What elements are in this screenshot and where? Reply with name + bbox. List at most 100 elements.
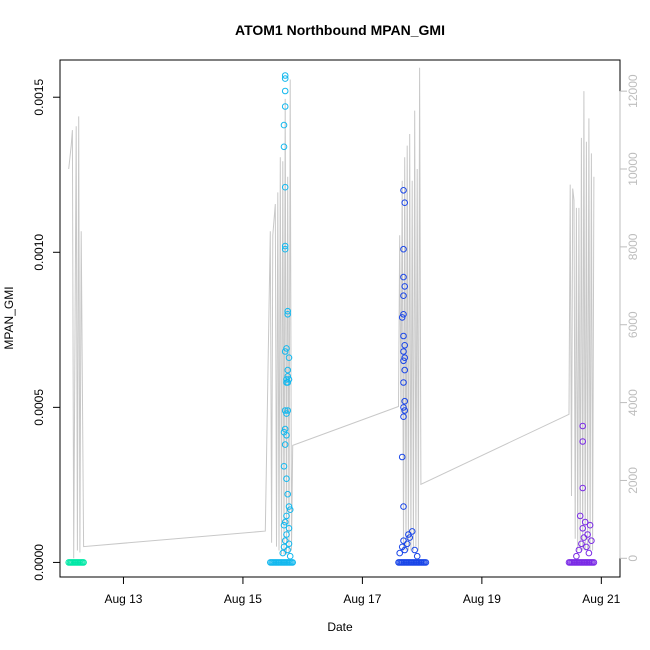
data-point: [281, 75, 289, 82]
data-point: [584, 531, 591, 538]
data-point: [285, 525, 293, 532]
data-point: [401, 354, 409, 362]
data-point: [406, 534, 414, 541]
data-point: [400, 404, 407, 411]
data-point: [403, 540, 411, 548]
data-point: [400, 273, 407, 281]
y2-tick-label: 6000: [626, 311, 640, 338]
data-point: [588, 537, 595, 545]
data-point: [400, 311, 407, 318]
y-tick-label: 0.0015: [32, 79, 46, 116]
data-point: [400, 332, 407, 340]
data-point: [401, 397, 409, 405]
data-point: [283, 475, 290, 483]
data-point: [422, 559, 430, 566]
data-point: [401, 283, 409, 290]
data-point: [281, 72, 289, 79]
data-point: [281, 425, 289, 433]
data-point: [281, 441, 289, 448]
data-point: [281, 348, 289, 355]
data-point: [400, 292, 407, 300]
data-point: [408, 528, 416, 535]
line-series-layer: [68, 67, 595, 559]
data-point: [80, 559, 87, 566]
data-point: [283, 531, 290, 538]
data-point: [280, 143, 288, 151]
y-tick-label: 0.0000: [32, 544, 46, 581]
data-point: [400, 187, 407, 194]
data-point: [281, 103, 289, 110]
y-axis-right: 0 2000 4000 6000 8000 10000 12000: [619, 74, 640, 562]
data-point: [586, 521, 594, 529]
data-point: [283, 432, 290, 439]
y2-tick-label: 4000: [626, 389, 640, 416]
y2-tick-label: 0: [626, 555, 640, 562]
data-point: [289, 559, 297, 566]
x-tick-label: Aug 17: [343, 592, 381, 606]
data-point: [579, 422, 587, 430]
x-axis-label: Date: [327, 620, 353, 634]
data-point: [280, 521, 288, 529]
data-point: [400, 357, 407, 365]
data-point: [283, 410, 290, 417]
data-point: [576, 512, 584, 520]
data-point: [284, 407, 292, 414]
data-point: [579, 438, 587, 445]
data-point: [583, 543, 590, 551]
x-axis: Aug 13 Aug 15 Aug 17 Aug 19 Aug 21: [104, 576, 621, 606]
data-point: [581, 518, 589, 526]
x-tick-label: Aug 13: [104, 592, 142, 606]
data-point: [285, 503, 293, 510]
data-point: [284, 366, 292, 374]
data-point: [281, 407, 289, 414]
data-point: [283, 512, 290, 520]
data-point: [400, 348, 407, 355]
data-point: [585, 549, 593, 557]
x-tick-label: Aug 21: [582, 592, 620, 606]
data-point: [281, 183, 289, 191]
y2-tick-label: 8000: [626, 233, 640, 260]
data-point: [590, 559, 598, 566]
data-point: [280, 121, 288, 129]
data-point: [284, 490, 292, 498]
y2-tick-label: 10000: [626, 152, 640, 186]
y-axis-label: MPAN_GMI: [2, 286, 16, 349]
data-point: [580, 534, 588, 541]
data-point: [398, 453, 406, 461]
data-point: [401, 546, 409, 554]
data-point: [413, 552, 421, 560]
data-point: [401, 407, 409, 414]
data-point: [283, 345, 290, 352]
data-point: [285, 354, 293, 362]
plot-frame: [59, 59, 621, 578]
y2-tick-label: 2000: [626, 467, 640, 494]
data-point: [401, 342, 409, 349]
data-point: [286, 552, 294, 560]
data-point: [284, 546, 292, 554]
data-point: [400, 537, 407, 545]
data-point: [279, 549, 287, 557]
data-point: [283, 376, 290, 383]
x-tick-label: Aug 19: [463, 592, 501, 606]
scatter-points-layer: [65, 72, 598, 566]
y-axis: 0.0000 0.0005 0.0010 0.0015: [32, 79, 61, 581]
data-point: [400, 503, 407, 510]
data-point: [284, 373, 292, 380]
data-point: [579, 525, 587, 532]
data-point: [411, 546, 419, 554]
data-point: [401, 366, 409, 374]
chart-title: ATOM1 Northbound MPAN_GMI: [235, 22, 445, 38]
data-point: [286, 506, 294, 514]
data-point: [578, 540, 585, 548]
data-point: [281, 245, 289, 253]
y2-tick-label: 12000: [626, 74, 640, 108]
data-point: [283, 379, 290, 386]
data-point: [280, 463, 288, 470]
y-tick-label: 0.0010: [32, 234, 46, 271]
series-line: [68, 67, 595, 559]
data-point: [575, 546, 583, 554]
data-point: [398, 314, 406, 321]
data-point: [281, 242, 289, 250]
data-point: [281, 518, 289, 526]
